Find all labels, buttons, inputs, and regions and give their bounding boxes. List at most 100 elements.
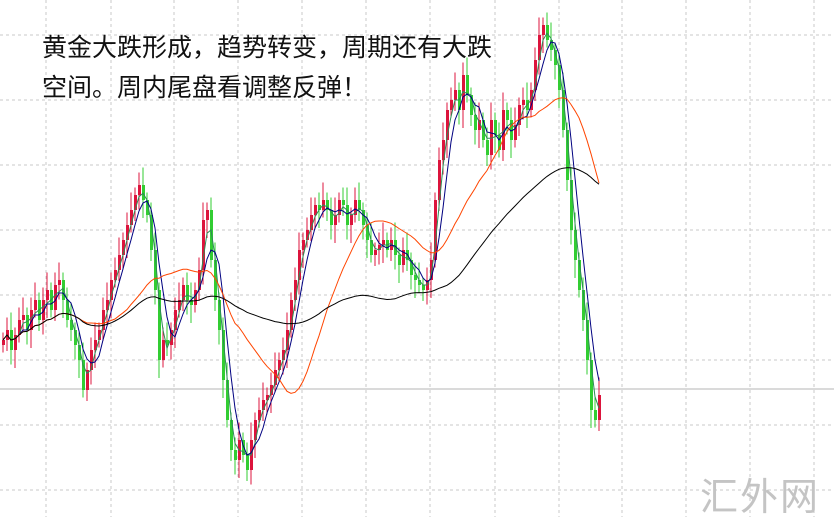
candle-down	[146, 200, 149, 215]
candle-up	[262, 400, 265, 410]
candle-down	[226, 380, 229, 420]
candle-up	[374, 250, 377, 255]
candle-down	[546, 25, 549, 40]
candle-down	[410, 260, 413, 275]
candle-up	[518, 105, 521, 125]
candle-up	[298, 250, 301, 280]
candle-up	[134, 195, 137, 210]
candle-up	[2, 340, 5, 345]
candle-down	[142, 185, 145, 200]
moving-averages	[2, 32, 600, 456]
candle-down	[346, 205, 349, 225]
candle-down	[362, 210, 365, 225]
candle-up	[514, 125, 517, 140]
candle-down	[470, 95, 473, 115]
candle-down	[230, 420, 233, 450]
candle-up	[274, 370, 277, 385]
candle-down	[342, 200, 345, 205]
candle-up	[382, 240, 385, 245]
candle-down	[498, 135, 501, 150]
candle-up	[306, 230, 309, 240]
candle-up	[22, 315, 25, 320]
candle-up	[438, 160, 441, 200]
candle-up	[94, 340, 97, 350]
candle-down	[234, 450, 237, 460]
candle-down	[554, 50, 557, 65]
candle-up	[286, 330, 289, 350]
candle-down	[218, 300, 221, 330]
candle-up	[34, 300, 37, 310]
candle-up	[114, 270, 117, 280]
candle-down	[370, 240, 373, 255]
candle-up	[54, 285, 57, 310]
candle-down	[474, 115, 477, 130]
candle-up	[202, 220, 205, 270]
candle-down	[550, 40, 553, 50]
candle-up	[598, 395, 601, 420]
candle-up	[126, 225, 129, 240]
candle-up	[118, 255, 121, 270]
candle-down	[186, 285, 189, 300]
candle-up	[254, 420, 257, 440]
candle-down	[422, 285, 425, 290]
candle-up	[130, 210, 133, 225]
candle-up	[350, 215, 353, 225]
candle-up	[310, 215, 313, 230]
candle-up	[174, 310, 177, 330]
candle-down	[394, 240, 397, 255]
candle-up	[302, 240, 305, 250]
candle-down	[74, 330, 77, 345]
candle-up	[270, 385, 273, 395]
candle-up	[402, 250, 405, 265]
watermark-logo: 汇外网	[700, 475, 821, 517]
candle-down	[486, 140, 489, 155]
candle-up	[290, 300, 293, 330]
candle-down	[330, 210, 333, 225]
candle-up	[490, 120, 493, 155]
candle-down	[578, 260, 581, 290]
candle-up	[462, 75, 465, 110]
candle-up	[30, 310, 33, 330]
ma-5-line	[2, 41, 600, 456]
candle-up	[278, 360, 281, 370]
candle-down	[166, 340, 169, 345]
candle-down	[318, 205, 321, 210]
candle-down	[246, 455, 249, 470]
candle-up	[138, 185, 141, 195]
candle-up	[58, 280, 61, 285]
candle-down	[510, 120, 513, 140]
candle-up	[14, 335, 17, 350]
candle-down	[586, 320, 589, 360]
candle-down	[562, 90, 565, 130]
candle-down	[326, 200, 329, 210]
candle-up	[162, 340, 165, 360]
candle-down	[594, 410, 597, 420]
candle-up	[314, 205, 317, 215]
candle-down	[398, 255, 401, 265]
candle-down	[154, 250, 157, 290]
candle-up	[282, 350, 285, 360]
candle-up	[378, 245, 381, 250]
candle-down	[70, 320, 73, 330]
candle-down	[494, 120, 497, 135]
candle-down	[414, 275, 417, 280]
candle-down	[582, 290, 585, 320]
candle-up	[182, 285, 185, 300]
candle-down	[190, 300, 193, 305]
candle-down	[158, 290, 161, 360]
candle-up	[102, 310, 105, 330]
candle-up	[206, 210, 209, 220]
candle-down	[222, 330, 225, 380]
candle-down	[82, 360, 85, 390]
candle-down	[418, 280, 421, 285]
candle-down	[558, 65, 561, 90]
candle-down	[574, 230, 577, 260]
headline-text: 黄金大跌形成，趋势转变，周期还有大跌 空间。周内尾盘看调整反弹！	[42, 28, 492, 108]
candle-up	[478, 120, 481, 130]
ma-60-line	[2, 167, 600, 341]
candle-down	[26, 315, 29, 330]
candle-up	[542, 25, 545, 35]
candle-up	[502, 110, 505, 150]
